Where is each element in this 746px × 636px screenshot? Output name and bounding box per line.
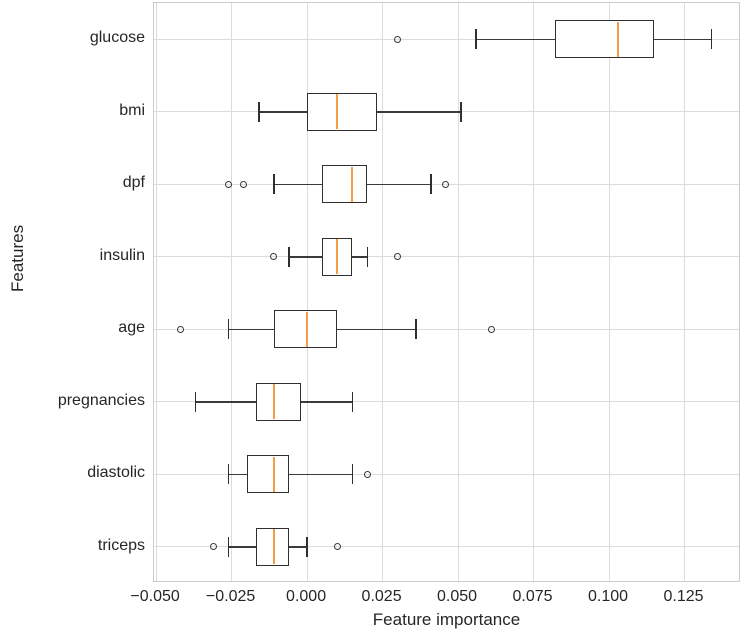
y-gridline [154, 401, 739, 403]
median-line [272, 456, 275, 492]
x-tick-label: 0.050 [437, 588, 478, 605]
x-tick-label: 0.125 [663, 588, 704, 605]
whisker-low-cap [288, 246, 290, 267]
iqr-box [246, 455, 289, 494]
whisker-high-cap [460, 101, 462, 122]
whisker-low-line [195, 401, 256, 403]
median-line [306, 311, 309, 347]
x-tick-label: −0.025 [205, 588, 256, 605]
iqr-box [255, 527, 289, 566]
y-gridline [154, 38, 739, 40]
x-gridline [306, 3, 308, 581]
outlier-point [363, 470, 371, 478]
median-line [351, 166, 354, 202]
x-gridline [533, 3, 535, 581]
whisker-high-cap [351, 391, 354, 412]
y-tick-label: dpf [122, 174, 145, 192]
x-gridline [231, 3, 233, 581]
y-tick-label: bmi [119, 101, 145, 119]
median-line [272, 529, 275, 565]
x-gridline [608, 3, 610, 581]
outlier-point [394, 35, 402, 43]
plot-area [153, 2, 740, 582]
whisker-high-cap [351, 464, 354, 485]
y-tick-label: insulin [99, 246, 145, 264]
y-tick-label: pregnancies [57, 391, 145, 409]
y-tick-label: glucose [89, 29, 145, 47]
whisker-high-line [376, 111, 462, 113]
median-line [272, 384, 275, 420]
whisker-high-cap [430, 174, 432, 195]
outlier-point [442, 180, 450, 188]
iqr-box [307, 92, 377, 131]
x-tick-label: 0.025 [361, 588, 402, 605]
whisker-high-line [352, 256, 368, 258]
y-gridline [154, 473, 739, 475]
outlier-point [487, 325, 495, 333]
x-tick-label: 0.100 [588, 588, 629, 605]
y-gridline [154, 256, 739, 258]
x-tick-label: 0.000 [286, 588, 327, 605]
whisker-low-cap [475, 29, 477, 50]
y-tick-label: triceps [97, 536, 145, 554]
median-line [617, 21, 620, 57]
whisker-high-cap [710, 29, 713, 50]
whisker-high-line [367, 183, 431, 185]
whisker-high-cap [366, 246, 369, 267]
outlier-point [209, 543, 217, 551]
x-gridline [382, 3, 384, 581]
outlier-point [333, 543, 341, 551]
outlier-point [176, 325, 184, 333]
whisker-low-cap [227, 319, 230, 340]
whisker-high-line [288, 473, 353, 475]
whisker-low-line [288, 256, 323, 258]
iqr-box [255, 382, 302, 421]
x-gridline [155, 3, 157, 581]
median-line [336, 239, 339, 275]
whisker-low-line [228, 546, 256, 548]
median-line [336, 94, 339, 130]
x-gridline [457, 3, 459, 581]
whisker-high-line [654, 38, 712, 40]
whisker-low-cap [258, 101, 260, 122]
y-tick-label: diastolic [87, 464, 145, 482]
whisker-low-cap [227, 464, 230, 485]
y-tick-label: age [118, 319, 145, 337]
x-tick-label: −0.050 [130, 588, 180, 605]
whisker-low-line [228, 473, 247, 475]
x-axis-title: Feature importance [372, 610, 521, 629]
whisker-high-line [288, 546, 308, 548]
outlier-point [240, 180, 248, 188]
whisker-low-cap [194, 391, 197, 412]
whisker-low-cap [273, 174, 275, 195]
whisker-low-line [228, 328, 274, 330]
iqr-box [273, 310, 338, 349]
x-tick-label: 0.075 [512, 588, 553, 605]
x-gridline [684, 3, 686, 581]
outlier-point [225, 180, 233, 188]
whisker-low-line [476, 38, 555, 40]
iqr-box [322, 165, 368, 204]
whisker-high-cap [415, 319, 417, 340]
whisker-low-line [258, 111, 308, 113]
whisker-low-line [273, 183, 323, 185]
outlier-point [394, 253, 402, 261]
y-gridline [154, 328, 739, 330]
whisker-high-cap [306, 536, 308, 557]
iqr-box [554, 20, 655, 59]
whisker-high-line [337, 328, 416, 330]
whisker-low-cap [227, 536, 230, 557]
y-gridline [154, 546, 739, 548]
whisker-high-line [301, 401, 353, 403]
outlier-point [270, 253, 278, 261]
